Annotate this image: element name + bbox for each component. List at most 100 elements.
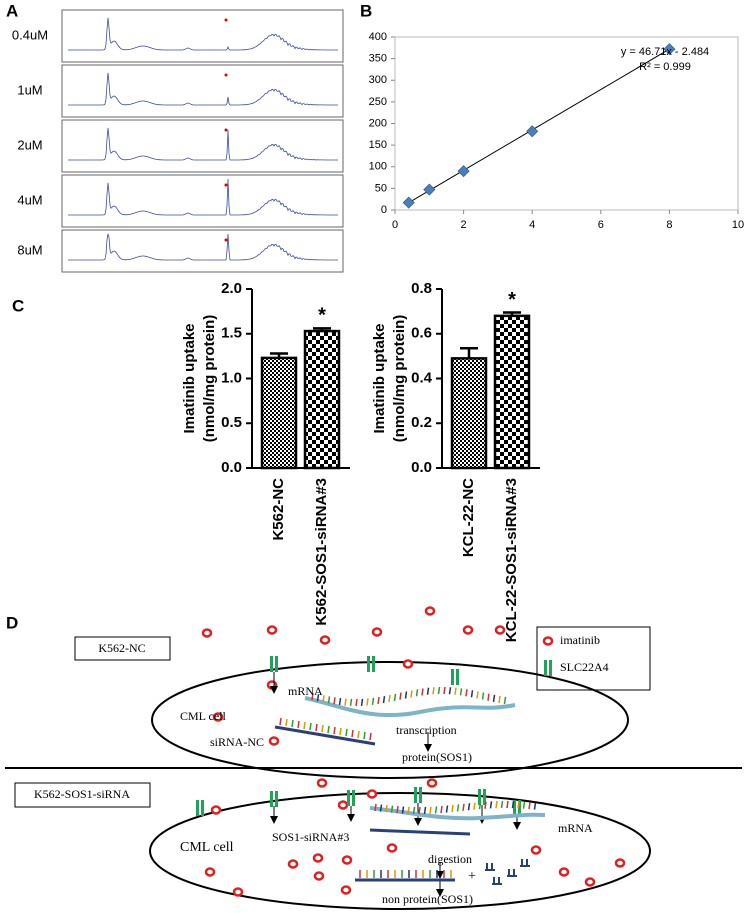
base [404, 691, 408, 699]
base [451, 804, 454, 813]
label-box [14, 782, 151, 808]
trendline [408, 48, 670, 204]
base [421, 688, 424, 696]
panel-letter: C [12, 296, 24, 315]
imatinib-icon [312, 853, 324, 863]
base [492, 694, 496, 702]
base [303, 721, 306, 730]
base [500, 800, 504, 809]
y-axis-label: Imatinib uptake [181, 323, 198, 433]
imatinib-icon [366, 789, 378, 799]
trace [68, 17, 338, 51]
base [291, 719, 294, 728]
y-tick-label: 300 [369, 74, 387, 86]
annotation: R² = 0.999 [639, 61, 691, 73]
base [366, 698, 369, 706]
panel-letter: D [6, 613, 18, 632]
imatinib-icon [204, 867, 216, 877]
point [402, 196, 415, 209]
base [279, 717, 282, 726]
base [465, 689, 468, 697]
imatinib-icon [402, 659, 414, 669]
y-axis-label: (nmol/mg protein) [201, 315, 218, 443]
diagram-marks [196, 606, 626, 897]
base [311, 692, 314, 701]
diagram [5, 626, 742, 910]
imatinib-icon [313, 871, 325, 881]
base [445, 805, 449, 813]
imatinib-icon [287, 859, 299, 869]
chromatogram-frame [61, 229, 344, 273]
peak-marker [224, 128, 228, 132]
imatinib-icon [494, 625, 506, 635]
y-tick-label: 0.5 [221, 414, 242, 431]
x-tick-label: 10 [732, 219, 744, 231]
base [459, 688, 463, 696]
base [489, 801, 493, 809]
base [363, 731, 366, 740]
base [390, 805, 394, 813]
text: CML cell [180, 840, 234, 855]
peak-marker [224, 238, 228, 242]
error-bar [503, 311, 521, 316]
bar [493, 314, 531, 470]
text: CML cell [180, 709, 227, 723]
y-tick-label: 0.8 [411, 280, 432, 297]
base [511, 801, 515, 809]
base [351, 729, 354, 738]
imatinib-icon [424, 606, 436, 616]
base [401, 806, 405, 814]
base [369, 732, 372, 741]
base [407, 806, 410, 814]
base [297, 720, 300, 729]
y-axis-label: Imatinib uptake [371, 323, 388, 433]
y-tick-label: 1.0 [221, 369, 242, 386]
imatinib-icon [210, 805, 222, 815]
x-tick-label: K562-NC [270, 478, 287, 541]
text: SOS1-siRNA#3 [272, 830, 349, 844]
base [415, 689, 419, 697]
imatinib-icon [340, 885, 352, 895]
text: digestion [428, 852, 472, 866]
base [476, 691, 479, 699]
imatinib-icon [341, 855, 353, 865]
base [309, 722, 312, 731]
imatinib-icon [316, 778, 328, 788]
y-tick-label: 150 [369, 139, 387, 151]
base [315, 723, 318, 732]
trace [68, 72, 338, 106]
legend-label: imatinib [560, 633, 600, 647]
x-tick-label: 6 [598, 219, 604, 231]
x-tick-label: 8 [666, 219, 672, 231]
text: mRNA [288, 684, 323, 698]
significance: * [318, 305, 326, 327]
imatinib-icon [232, 887, 244, 897]
chromatograms: 0.4uM 1uM 2uM 4uM 8uM [12, 9, 344, 273]
base [379, 804, 383, 812]
significance: * [508, 289, 516, 311]
error-bar [460, 347, 478, 359]
imatinib-icon [266, 625, 278, 635]
imatinib-icon [319, 635, 331, 645]
concentration-label: 4uM [17, 192, 42, 207]
base [339, 727, 342, 736]
base [462, 803, 465, 811]
base [344, 698, 347, 706]
trace [68, 178, 338, 216]
text: siRNA-NC [210, 735, 264, 749]
base [322, 695, 325, 703]
y-axis-label: (nmol/mg protein) [391, 315, 408, 443]
base [437, 686, 441, 695]
base [327, 725, 330, 734]
base [473, 802, 476, 810]
y-tick-label: 0.0 [411, 459, 432, 476]
base [396, 806, 399, 814]
point [526, 125, 539, 138]
imatinib-icon [268, 736, 280, 746]
chromatogram-frame [61, 9, 344, 63]
legend-label: SLC22A4 [560, 660, 609, 674]
base [349, 698, 353, 707]
base [385, 805, 388, 813]
annotation: y = 46.71x - 2.484 [621, 46, 709, 58]
